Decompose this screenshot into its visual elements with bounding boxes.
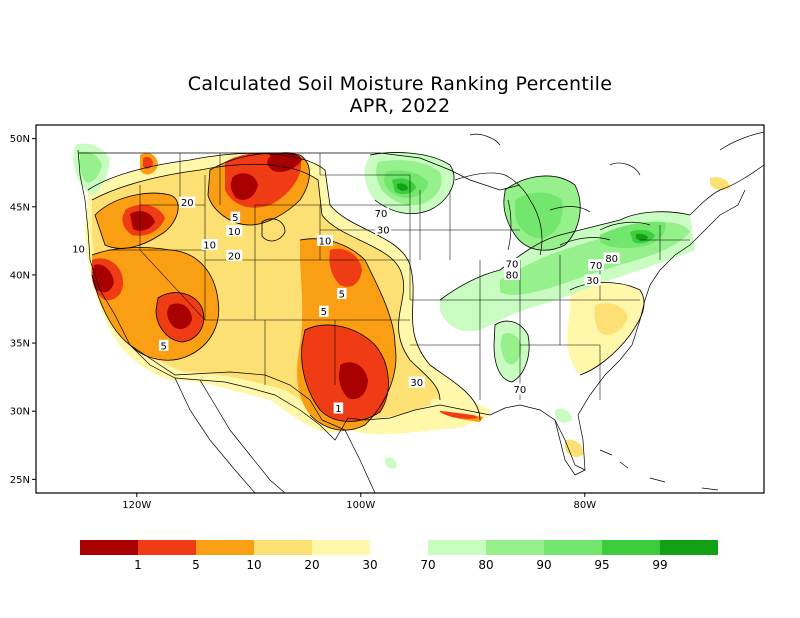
contour-label-bg: [504, 268, 520, 280]
map-outlines: [77, 131, 764, 493]
contour-label-bg: [179, 196, 196, 208]
contour-label-bg: [408, 376, 425, 388]
legend-swatch-10: [660, 540, 718, 555]
legend-swatch-8: [544, 540, 602, 555]
legend-swatch-5: [370, 540, 428, 555]
contour-label: 20: [181, 198, 194, 209]
contour-label-bg: [230, 211, 241, 223]
contour-label: 30: [586, 276, 599, 287]
legend-swatch-2: [196, 540, 254, 555]
contour-label-bg: [337, 288, 347, 300]
contour-label: 70: [590, 261, 603, 272]
legend-label: 95: [594, 558, 609, 572]
dry-anomaly-regions: [85, 152, 730, 458]
legend-swatch-6: [428, 540, 486, 555]
contour-label: 20: [228, 251, 241, 262]
legend-label: 5: [192, 558, 200, 572]
lat-tick-label: 40N: [10, 270, 30, 281]
contour-label-bg: [375, 223, 392, 235]
contour-label-bg: [158, 339, 169, 351]
contour-label-bg: [319, 305, 329, 317]
contour-label: 5: [160, 341, 166, 352]
plot-frame: [35, 124, 765, 494]
contour-label: 70: [375, 209, 388, 220]
contour-label: 70: [506, 260, 519, 271]
legend-swatch-1: [138, 540, 196, 555]
color-legend: 1 5 10 20 30 70 80 90 95 99: [80, 540, 718, 572]
contour-label-bg: [588, 259, 604, 271]
contour-label: 5: [321, 307, 327, 318]
legend-label: 10: [246, 558, 261, 572]
contour-label: 70: [513, 385, 526, 396]
contour-label: 10: [228, 227, 241, 238]
lon-tick-label: 120W: [122, 500, 151, 511]
legend-label: 90: [536, 558, 551, 572]
contour-label-bg: [226, 225, 243, 237]
lat-tick-label: 50N: [10, 134, 30, 145]
contour-label: 1: [335, 404, 341, 415]
contour-label-bg: [201, 238, 218, 250]
contour-label: 30: [410, 378, 423, 389]
legend-label: 30: [362, 558, 377, 572]
legend-swatch-7: [486, 540, 544, 555]
longitude-axis: 120W 100W 80W: [122, 493, 596, 511]
lat-tick-label: 30N: [10, 407, 30, 418]
contour-label: 5: [232, 213, 238, 224]
legend-label: 99: [652, 558, 667, 572]
contour-label: 80: [605, 254, 618, 265]
contour-label-bg: [504, 258, 520, 270]
contour-label-bg: [511, 383, 528, 395]
contour-label-bg: [372, 207, 389, 219]
lon-tick-label: 80W: [573, 500, 596, 511]
contour-label-bg: [584, 274, 601, 286]
wet-anomaly-regions: [73, 143, 695, 469]
contour-label: 10: [319, 236, 332, 247]
contour-label: 30: [377, 225, 390, 236]
contour-label: 80: [506, 270, 519, 281]
lon-tick-label: 100W: [346, 500, 375, 511]
lat-tick-label: 45N: [10, 202, 30, 213]
legend-label: 1: [134, 558, 142, 572]
contour-lines: [87, 152, 691, 431]
contour-label: 5: [339, 290, 345, 301]
map-subtitle-date: APR, 2022: [349, 95, 451, 117]
legend-swatch-9: [602, 540, 660, 555]
contour-label-bg: [316, 234, 333, 246]
contour-label-bg: [333, 402, 344, 414]
legend-swatch-3: [254, 540, 312, 555]
legend-swatch-4: [312, 540, 370, 555]
legend-label: 20: [304, 558, 319, 572]
latitude-axis: 50N 45N 40N 35N 30N 25N: [10, 134, 36, 486]
lat-tick-label: 35N: [10, 339, 30, 350]
contour-label-bg: [70, 243, 87, 255]
lat-tick-label: 25N: [10, 475, 30, 486]
legend-swatch-0: [80, 540, 138, 555]
contour-label-bg: [226, 249, 243, 261]
legend-label: 70: [420, 558, 435, 572]
contour-label: 10: [203, 240, 216, 251]
contour-label-bg: [603, 252, 620, 264]
contour-label: 10: [72, 245, 85, 256]
map-title: Calculated Soil Moisture Ranking Percent…: [187, 73, 613, 95]
legend-label: 80: [478, 558, 493, 572]
